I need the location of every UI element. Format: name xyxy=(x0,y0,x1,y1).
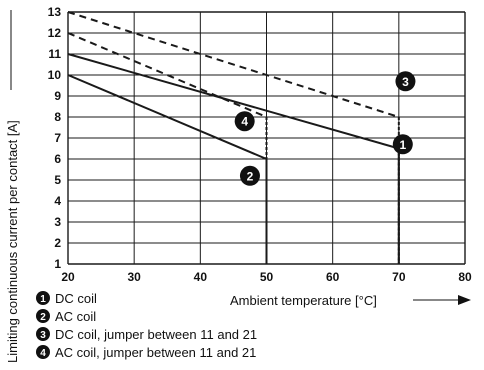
y-tick-label: 4 xyxy=(54,194,61,208)
y-axis-title: Limiting continuous current per contact … xyxy=(5,120,20,363)
y-tick-label: 9 xyxy=(54,89,61,103)
legend-label-4: AC coil, jumper between 11 and 21 xyxy=(55,345,256,360)
series-marker-number-4: 4 xyxy=(241,115,248,129)
y-tick-label: 1 xyxy=(54,257,61,271)
legend-marker-circle-4 xyxy=(36,345,50,359)
drop-lines xyxy=(265,117,400,264)
series-line-3 xyxy=(67,11,400,118)
y-tick-label: 3 xyxy=(54,215,61,229)
y-tick-label: 8 xyxy=(54,110,61,124)
series-marker-number-2: 2 xyxy=(247,169,254,183)
x-tick-label: 30 xyxy=(127,270,141,284)
series-marker-circle-2 xyxy=(239,165,260,186)
series-marker-number-1: 1 xyxy=(399,138,406,152)
x-axis-title: Ambient temperature [°C] xyxy=(230,293,377,308)
y-tick-label: 7 xyxy=(54,131,61,145)
x-tick-label: 20 xyxy=(61,270,75,284)
legend-marker-circle-3 xyxy=(36,327,50,341)
series-lines xyxy=(67,11,400,160)
legend-label-3: DC coil, jumper between 11 and 21 xyxy=(55,327,257,342)
series-line-2 xyxy=(67,74,267,160)
series-marker-circle-1 xyxy=(392,134,413,155)
x-tick-label: 70 xyxy=(392,270,406,284)
legend-marker-circle-2 xyxy=(36,309,50,323)
series-markers: 1 2 3 4 xyxy=(234,71,416,186)
x-tick-label: 80 xyxy=(458,270,472,284)
y-tick-label: 2 xyxy=(54,236,61,250)
x-tick-label: 60 xyxy=(326,270,340,284)
legend-marker-circle-1 xyxy=(36,291,50,305)
y-tick-label: 5 xyxy=(54,173,61,187)
y-tick-label: 12 xyxy=(48,26,62,40)
series-line-1 xyxy=(67,53,400,150)
y-tick-label: 10 xyxy=(48,68,62,82)
x-tick-label: 40 xyxy=(194,270,208,284)
legend: 1 DC coil 2 AC coil 3 DC coil, jumper between… xyxy=(36,291,257,360)
y-tick-label: 13 xyxy=(48,5,62,19)
legend-marker-number-1: 1 xyxy=(40,294,46,305)
series-marker-number-3: 3 xyxy=(402,75,409,89)
series-marker-circle-4 xyxy=(234,111,255,132)
legend-label-2: AC coil xyxy=(55,309,96,324)
legend-marker-number-4: 4 xyxy=(40,348,46,359)
series-marker-circle-3 xyxy=(395,71,416,92)
x-axis-title-arrowhead xyxy=(458,295,471,305)
legend-label-1: DC coil xyxy=(55,291,97,306)
x-tick-labels: 20 30 40 50 60 70 80 xyxy=(61,270,472,284)
y-tick-label: 6 xyxy=(54,152,61,166)
y-tick-label: 11 xyxy=(48,47,61,61)
legend-marker-number-2: 2 xyxy=(40,312,46,323)
legend-marker-number-3: 3 xyxy=(40,330,46,341)
x-tick-label: 50 xyxy=(260,270,274,284)
